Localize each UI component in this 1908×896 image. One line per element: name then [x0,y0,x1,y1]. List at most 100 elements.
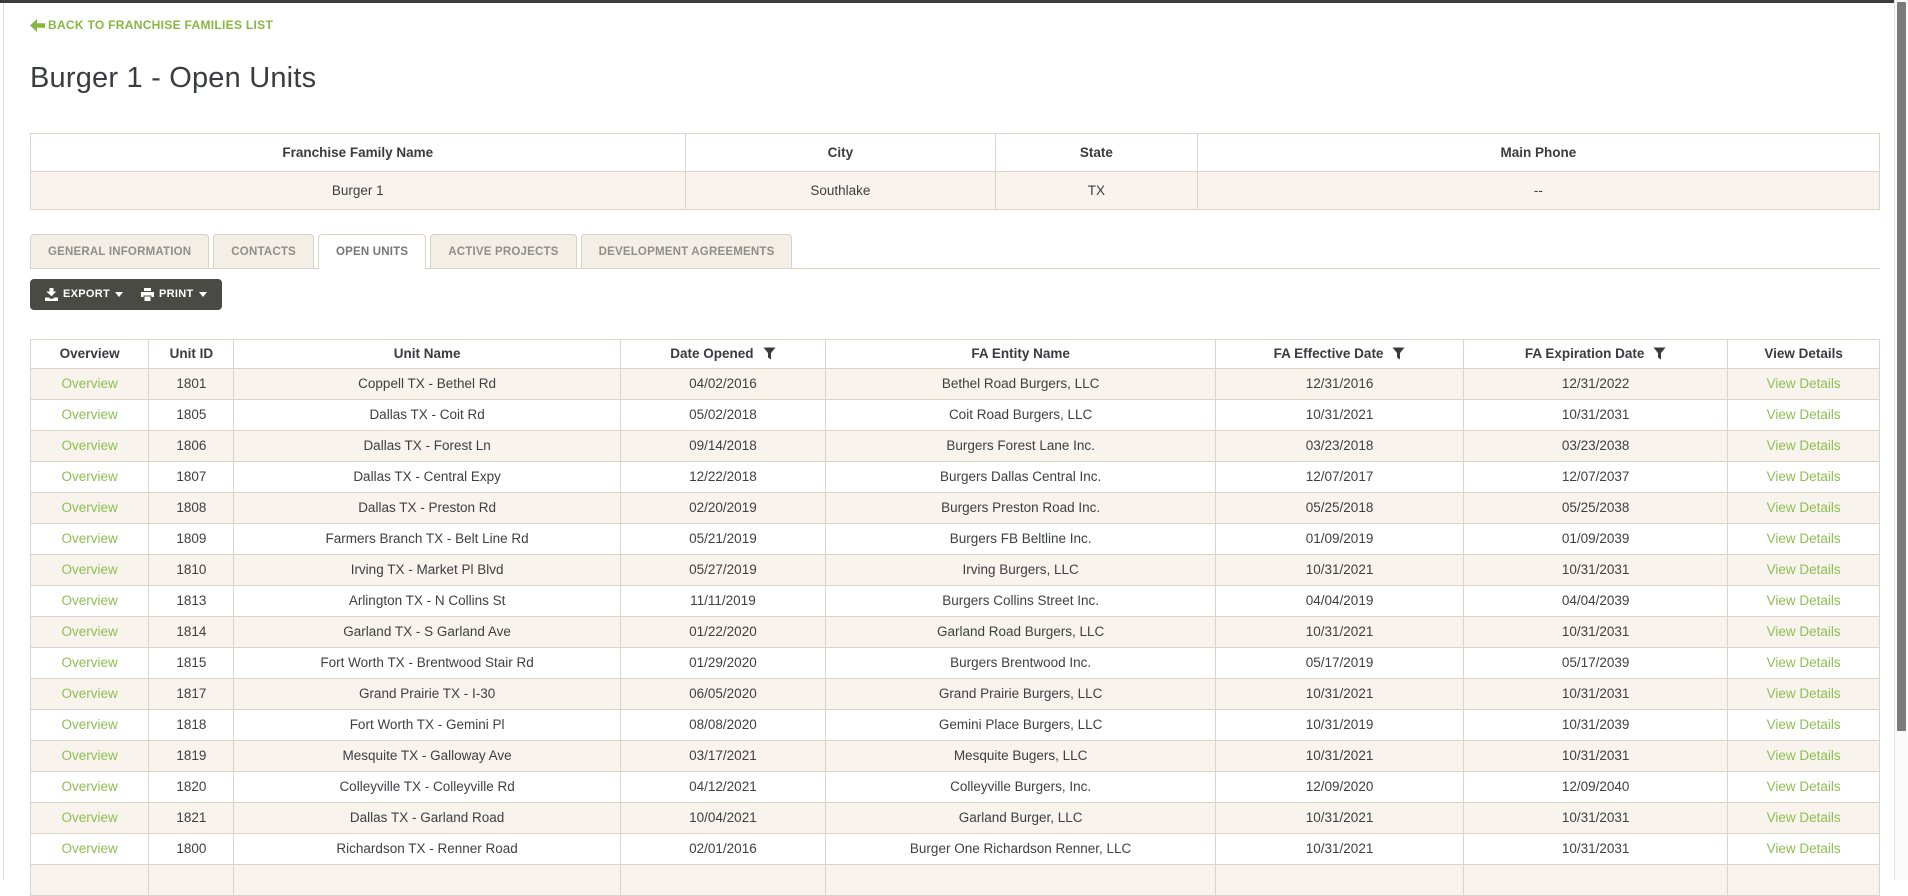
overview-link[interactable]: Overview [61,655,118,670]
vertical-scrollbar-thumb[interactable] [1897,2,1906,731]
family-state-value: TX [995,170,1198,210]
overview-link[interactable]: Overview [61,810,118,825]
date-opened-cell: 12/22/2018 [619,460,827,493]
view-details-link[interactable]: View Details [1766,438,1841,453]
unit-name-cell: Grand Prairie TX - I-30 [233,677,621,710]
unit-id-cell: 1818 [148,708,235,741]
overview-link[interactable]: Overview [61,562,118,577]
fa-expiration-date-cell: 10/31/2031 [1462,739,1729,772]
tab-development-agreements[interactable]: DEVELOPMENT AGREEMENTS [580,233,793,268]
column-header-label: FA Effective Date [1273,346,1384,361]
fa-expiration-date-cell: 12/31/2022 [1462,367,1729,400]
column-header-label: FA Entity Name [971,346,1070,361]
filter-icon[interactable] [763,347,776,360]
overview-link[interactable]: Overview [61,407,118,422]
unit-id-cell: 1815 [148,646,235,679]
fa-expiration-date-cell: 12/09/2040 [1462,770,1729,803]
print-button[interactable]: PRINT [132,279,216,310]
unit-id-cell: 1806 [148,429,235,462]
fa-effective-date-cell: 10/31/2021 [1215,739,1464,772]
overview-link[interactable]: Overview [61,593,118,608]
view-details-link[interactable]: View Details [1766,562,1841,577]
date-opened-cell: 04/12/2021 [619,770,827,803]
fa-entity-name-cell: Mesquite Bugers, LLC [825,739,1217,772]
fa-effective-date-cell: 12/31/2016 [1215,367,1464,400]
date-opened-cell: 09/14/2018 [619,429,827,462]
date-opened-cell: 01/29/2020 [619,646,827,679]
family-header-state: State [995,132,1198,172]
date-opened-cell: 06/05/2020 [619,677,827,710]
overview-link[interactable]: Overview [61,748,118,763]
column-header-label: Unit Name [393,346,461,361]
tab-general-information[interactable]: GENERAL INFORMATION [30,233,210,268]
open-units-table: Overview Unit ID Unit Name Date Opened [29,338,1880,896]
back-to-franchise-families-link[interactable]: BACK TO FRANCHISE FAMILIES LIST [30,18,273,32]
view-details-link[interactable]: View Details [1766,810,1841,825]
view-details-link[interactable]: View Details [1766,593,1841,608]
table-row: Overview 1805 Dallas TX - Coit Rd 05/02/… [29,398,1880,431]
fa-entity-name-cell: Burgers Dallas Central Inc. [825,460,1217,493]
date-opened-cell: 10/04/2021 [619,801,827,834]
fa-expiration-date-cell: 03/23/2038 [1462,429,1729,462]
fa-effective-date-cell: 03/23/2018 [1215,429,1464,462]
table-row: Overview 1813 Arlington TX - N Collins S… [29,584,1880,617]
column-header-label: Overview [59,346,120,361]
view-details-link[interactable]: View Details [1766,469,1841,484]
overview-link[interactable]: Overview [61,686,118,701]
view-details-link[interactable]: View Details [1766,624,1841,639]
view-details-link[interactable]: View Details [1766,841,1841,856]
vertical-scrollbar-track[interactable] [1894,0,1908,880]
fa-expiration-date-cell: 10/31/2031 [1462,553,1729,586]
overview-link[interactable]: Overview [61,376,118,391]
overview-link[interactable]: Overview [61,531,118,546]
table-row: Overview 1806 Dallas TX - Forest Ln 09/1… [29,429,1880,462]
view-details-link[interactable]: View Details [1766,500,1841,515]
table-row: Overview 1818 Fort Worth TX - Gemini Pl … [29,708,1880,741]
column-header-label: View Details [1764,346,1843,361]
tab-open-units[interactable]: OPEN UNITS [317,233,427,269]
view-details-link[interactable]: View Details [1766,376,1841,391]
table-row: Overview 1819 Mesquite TX - Galloway Ave… [29,739,1880,772]
table-row: Overview 1801 Coppell TX - Bethel Rd 04/… [29,367,1880,400]
family-header-phone: Main Phone [1196,132,1881,172]
overview-link[interactable]: Overview [61,500,118,515]
tab-active-projects[interactable]: ACTIVE PROJECTS [430,233,577,268]
overview-link[interactable]: Overview [61,717,118,732]
export-button[interactable]: EXPORT [36,279,132,310]
table-row: Overview 1815 Fort Worth TX - Brentwood … [29,646,1880,679]
filter-icon[interactable] [1653,347,1666,360]
fa-effective-date-cell: 12/09/2020 [1215,770,1464,803]
view-details-link[interactable]: View Details [1766,407,1841,422]
view-details-link[interactable]: View Details [1766,717,1841,732]
view-details-link[interactable]: View Details [1766,655,1841,670]
unit-name-cell: Dallas TX - Coit Rd [233,398,621,431]
unit-name-cell: Richardson TX - Renner Road [233,832,621,865]
overview-link[interactable]: Overview [61,624,118,639]
date-opened-cell: 05/27/2019 [619,553,827,586]
view-details-link[interactable]: View Details [1766,531,1841,546]
fa-expiration-date-cell: 05/25/2038 [1462,491,1729,524]
unit-name-cell: Dallas TX - Forest Ln [233,429,621,462]
overview-link[interactable]: Overview [61,779,118,794]
tab-contacts[interactable]: CONTACTS [213,233,314,268]
column-header-label: Unit ID [169,346,214,361]
table-row: Overview 1821 Dallas TX - Garland Road 1… [29,801,1880,834]
filter-icon[interactable] [1392,347,1405,360]
view-details-link[interactable]: View Details [1766,779,1841,794]
fa-entity-name-cell: Burger One Richardson Renner, LLC [825,832,1217,865]
view-details-link[interactable]: View Details [1766,686,1841,701]
overview-link[interactable]: Overview [61,469,118,484]
fa-entity-name-cell: Gemini Place Burgers, LLC [825,708,1217,741]
franchise-family-table: Franchise Family Name City State Main Ph… [30,132,1881,210]
overview-link[interactable]: Overview [61,841,118,856]
column-header-label: Date Opened [670,346,754,361]
unit-name-cell: Irving TX - Market Pl Blvd [233,553,621,586]
fa-effective-date-cell: 04/04/2019 [1215,584,1464,617]
unit-id-cell: 1800 [148,832,235,865]
unit-id-cell: 1805 [148,398,235,431]
family-name-value: Burger 1 [30,170,686,210]
view-details-link[interactable]: View Details [1766,748,1841,763]
chevron-down-icon [115,291,124,297]
table-row: Overview 1807 Dallas TX - Central Expy 1… [29,460,1880,493]
overview-link[interactable]: Overview [61,438,118,453]
